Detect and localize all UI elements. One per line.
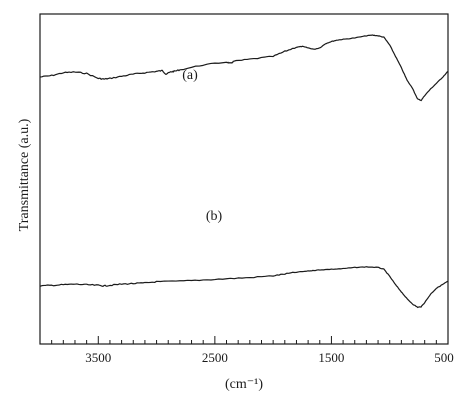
series-label-a: (a) bbox=[182, 68, 198, 83]
x-axis-label: (cm⁻¹) bbox=[225, 377, 263, 392]
series-label-b: (b) bbox=[206, 209, 223, 224]
y-axis-label: Transmittance (a.u.) bbox=[17, 118, 32, 231]
x-tick-label: 1500 bbox=[318, 350, 344, 365]
x-axis-tick-labels: 3500 2500 1500 500 bbox=[85, 350, 453, 365]
series-line-b bbox=[39, 266, 449, 309]
x-tick-label: 500 bbox=[434, 350, 454, 365]
x-tick-label: 3500 bbox=[85, 350, 111, 365]
series-line-a bbox=[39, 34, 449, 102]
x-tick-label: 2500 bbox=[202, 350, 228, 365]
series-layer bbox=[39, 34, 449, 309]
x-axis-ticks bbox=[39, 336, 449, 344]
plot-frame bbox=[39, 13, 449, 345]
